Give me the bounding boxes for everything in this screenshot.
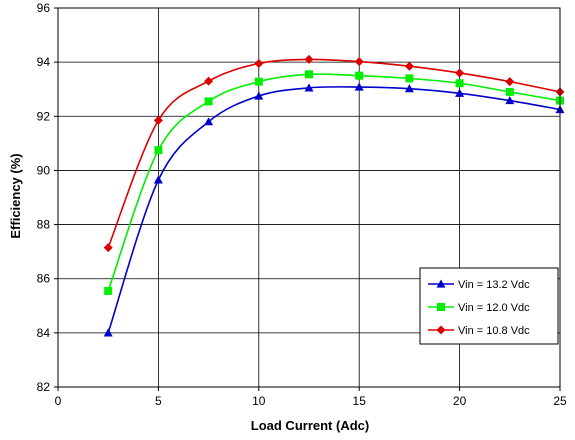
data-point	[455, 79, 464, 88]
data-point	[103, 243, 113, 253]
data-point	[355, 71, 364, 80]
data-point	[304, 54, 314, 64]
y-tick-label: 84	[37, 326, 51, 340]
y-tick-label: 94	[37, 55, 51, 69]
data-point	[103, 328, 113, 337]
x-axis-ticks: 0 5 10 15 20 25	[55, 387, 567, 408]
data-point	[404, 84, 414, 93]
x-axis-title: Load Current (Adc)	[251, 418, 369, 433]
data-point	[304, 83, 314, 92]
data-point	[153, 175, 163, 184]
data-point	[153, 115, 163, 125]
plot-frame	[57, 7, 561, 388]
data-point	[254, 91, 264, 100]
legend-label: Vin = 13.2 Vdc	[458, 279, 530, 291]
data-point	[154, 146, 163, 155]
data-point	[305, 70, 313, 79]
x-tick-label: 0	[55, 394, 62, 408]
y-axis-ticks: 82 84 86 88 90 92 94 96	[37, 1, 58, 394]
data-point	[405, 74, 414, 83]
x-tick-label: 20	[453, 394, 467, 408]
data-point	[505, 87, 514, 96]
y-tick-label: 82	[37, 380, 51, 394]
data-point	[354, 57, 364, 67]
data-point	[455, 68, 465, 78]
data-point	[204, 97, 213, 106]
data-point	[505, 96, 515, 105]
y-tick-label: 90	[37, 163, 51, 177]
legend-marker	[437, 303, 445, 311]
x-tick-label: 15	[353, 394, 367, 408]
x-tick-label: 5	[155, 394, 162, 408]
y-axis-title: Efficiency (%)	[8, 153, 23, 238]
legend-marker	[436, 325, 446, 335]
x-tick-label: 25	[553, 394, 567, 408]
data-point	[354, 82, 364, 91]
legend-marker	[436, 279, 446, 288]
y-tick-label: 96	[37, 1, 51, 15]
legend-label: Vin = 10.8 Vdc	[458, 325, 530, 337]
data-point	[455, 88, 465, 97]
data-point	[254, 58, 264, 68]
series-line-3	[107, 58, 561, 248]
y-tick-label: 86	[37, 272, 51, 286]
x-tick-label: 10	[252, 394, 266, 408]
data-point	[204, 117, 214, 126]
data-point	[204, 76, 214, 86]
y-tick-label: 92	[37, 109, 51, 123]
legend-label: Vin = 12.0 Vdc	[458, 302, 530, 314]
data-point	[505, 77, 515, 87]
legend: Vin = 13.2 Vdc Vin = 12.0 Vdc Vin = 10.8 V…	[419, 267, 559, 345]
y-tick-label: 88	[37, 218, 51, 232]
data-point	[104, 286, 113, 295]
data-point	[404, 61, 414, 71]
data-point	[254, 77, 263, 86]
